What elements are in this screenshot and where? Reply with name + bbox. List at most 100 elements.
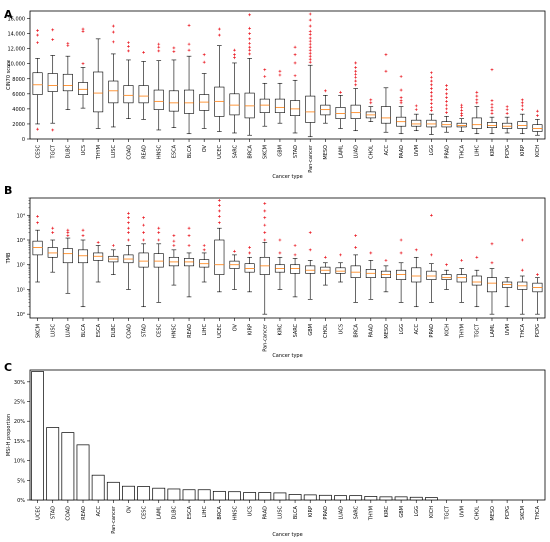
- outlier-point: [445, 92, 448, 96]
- box-gbm: [274, 69, 285, 124]
- box-lusc: [108, 24, 119, 128]
- x-tick-label: GBM: [308, 324, 314, 336]
- outlier-point: [520, 98, 524, 102]
- outlier-point: [520, 268, 524, 272]
- x-tick-label: LAML: [338, 145, 344, 159]
- x-tick-label: UCEC: [217, 145, 223, 159]
- outlier-point: [51, 231, 55, 234]
- outlier-point: [233, 48, 236, 52]
- y-tick-label: 20%: [14, 419, 25, 425]
- x-tick-label: KICH: [535, 145, 541, 157]
- outlier-point: [308, 48, 312, 52]
- outlier-point: [248, 41, 252, 45]
- outlier-point: [429, 90, 433, 94]
- box-iqr: [78, 249, 89, 264]
- outlier-point: [308, 42, 312, 46]
- bar-luad: [334, 495, 347, 501]
- x-tick-label: DLBC: [66, 145, 72, 159]
- box-iqr: [305, 95, 316, 123]
- outlier-point: [172, 239, 176, 243]
- box-iqr: [168, 90, 179, 112]
- outlier-point: [142, 51, 146, 54]
- box-coad: [123, 41, 134, 119]
- box-paad: [396, 75, 407, 135]
- x-tick-label: LUAD: [338, 506, 344, 520]
- box-pan-cancer: [305, 12, 316, 138]
- box-iqr: [486, 277, 497, 293]
- box-tgct: [471, 255, 482, 308]
- outlier-point: [66, 44, 70, 48]
- outlier-point: [248, 48, 252, 52]
- outlier-point: [51, 28, 55, 32]
- outlier-point: [217, 33, 221, 37]
- box-kich: [441, 263, 452, 290]
- x-tick-label: SKCM: [520, 506, 526, 520]
- outlier-point: [308, 54, 312, 58]
- box-iqr: [441, 274, 452, 280]
- outlier-point: [520, 101, 524, 105]
- box-iqr: [411, 267, 422, 283]
- box-iqr: [471, 117, 482, 129]
- x-tick-label: Pan-cancer: [111, 505, 117, 534]
- x-tick-label: READ: [141, 145, 147, 159]
- outlier-point: [323, 89, 327, 93]
- outlier-point: [429, 94, 433, 98]
- box-paad: [365, 251, 376, 300]
- box-esca: [93, 240, 104, 283]
- y-tick-label: 10¹: [17, 287, 25, 293]
- outlier-point: [399, 75, 403, 78]
- x-tick-label: UCS: [338, 324, 344, 334]
- box-thym: [456, 258, 467, 303]
- outlier-point: [369, 98, 373, 102]
- x-tick-label: CHOL: [475, 506, 481, 520]
- outlier-point: [263, 68, 267, 72]
- outlier-point: [157, 42, 161, 46]
- y-tick-label: 5%: [17, 478, 25, 484]
- x-tick-label: TGCT: [51, 144, 57, 159]
- x-tick-label: UVM: [459, 506, 465, 517]
- box-blca: [184, 23, 195, 135]
- outlier-point: [445, 107, 448, 111]
- x-tick-label: ESCA: [96, 323, 102, 337]
- box-skcm: [259, 68, 270, 127]
- x-tick-label: CESC: [157, 324, 163, 338]
- box-iqr: [62, 248, 73, 264]
- outlier-point: [429, 213, 433, 217]
- box-iqr: [411, 119, 422, 127]
- x-tick-label: LIHC: [202, 323, 208, 335]
- outlier-point: [384, 53, 388, 57]
- outlier-point: [127, 41, 130, 45]
- outlier-point: [172, 234, 176, 238]
- outlier-point: [308, 51, 312, 55]
- box-thca: [456, 103, 467, 132]
- outlier-point: [51, 38, 55, 42]
- outlier-point: [278, 69, 282, 73]
- outlier-point: [429, 102, 433, 106]
- box-pcpg: [532, 273, 543, 315]
- box-iqr: [305, 265, 316, 274]
- outlier-point: [399, 88, 403, 92]
- outlier-point: [445, 84, 448, 87]
- x-tick-label: SARC: [232, 144, 238, 158]
- outlier-point: [248, 246, 252, 249]
- bar-pan-cancer: [106, 481, 120, 501]
- x-tick-label: STAD: [293, 145, 299, 158]
- bar-cesc: [137, 486, 151, 501]
- outlier-point: [429, 79, 433, 83]
- outlier-point: [505, 108, 509, 112]
- outlier-point: [157, 49, 161, 53]
- x-tick-label: THCA: [459, 144, 465, 159]
- box-ucec: [214, 27, 225, 132]
- outlier-point: [111, 30, 115, 34]
- x-tick-label: PCPG: [505, 145, 511, 159]
- outlier-point: [429, 98, 433, 102]
- x-tick-label: LAML: [490, 324, 496, 338]
- outlier-point: [293, 253, 297, 257]
- y-tick-label: 10⁰: [17, 312, 25, 318]
- outlier-point: [445, 99, 448, 103]
- x-tick-label: SKCM: [35, 324, 41, 338]
- outlier-point: [142, 216, 146, 220]
- box-hnsc: [153, 42, 164, 131]
- x-tick-label: CESC: [141, 506, 147, 520]
- outlier-point: [248, 52, 252, 56]
